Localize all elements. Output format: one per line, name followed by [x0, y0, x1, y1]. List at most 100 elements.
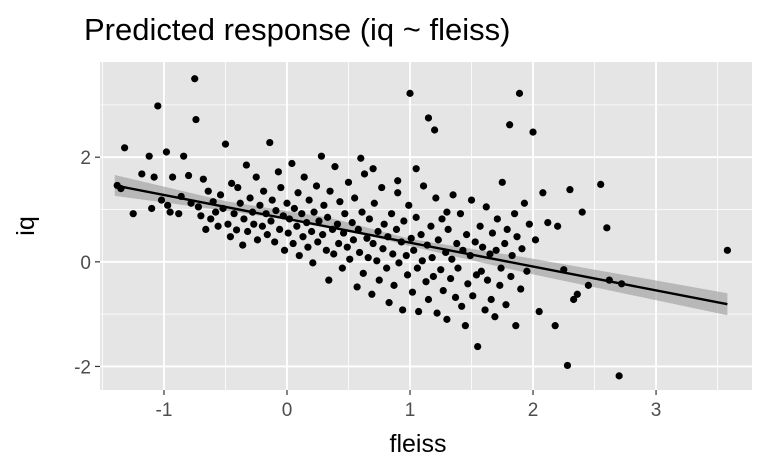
data-point — [403, 271, 412, 279]
data-point — [422, 278, 430, 286]
data-point — [496, 281, 504, 289]
data-point — [319, 231, 327, 239]
data-point — [502, 301, 510, 309]
data-point — [207, 215, 215, 223]
data-point — [349, 236, 358, 244]
y-tick-label: -2 — [74, 357, 91, 378]
data-point — [323, 213, 332, 221]
data-point — [503, 225, 511, 234]
data-point — [493, 215, 501, 223]
data-point — [258, 222, 266, 230]
data-point — [322, 246, 330, 254]
data-point — [387, 210, 396, 218]
data-point — [325, 276, 333, 284]
data-point — [357, 154, 365, 162]
data-point — [407, 234, 415, 242]
data-point — [166, 208, 174, 216]
data-point — [214, 222, 222, 230]
data-point — [317, 152, 326, 160]
data-point — [597, 180, 605, 189]
data-point — [239, 241, 247, 249]
data-point — [299, 233, 307, 241]
data-point — [429, 272, 437, 281]
data-point — [353, 283, 361, 291]
data-point — [551, 322, 559, 330]
data-point — [437, 266, 445, 274]
data-point — [276, 225, 284, 234]
data-point — [432, 194, 440, 202]
data-point — [294, 189, 302, 197]
data-point — [365, 215, 374, 223]
data-point — [314, 238, 322, 246]
data-point — [394, 189, 402, 197]
data-point — [573, 290, 581, 298]
data-point — [506, 121, 514, 129]
data-point — [364, 254, 372, 262]
data-point — [428, 254, 436, 262]
x-tick-label: 0 — [282, 400, 293, 421]
data-point — [615, 372, 623, 380]
data-point — [444, 225, 452, 234]
data-point — [566, 186, 574, 194]
data-point — [510, 210, 519, 218]
data-point — [482, 203, 490, 211]
data-point — [464, 280, 472, 288]
data-point — [501, 239, 509, 248]
data-point — [256, 201, 264, 209]
plot-panel — [100, 62, 752, 390]
data-point — [383, 264, 391, 272]
data-point — [246, 194, 254, 202]
data-point — [359, 269, 367, 277]
data-point — [419, 182, 428, 190]
data-point — [375, 276, 383, 284]
data-point — [369, 165, 377, 173]
data-point — [271, 238, 279, 246]
data-point — [228, 179, 236, 187]
data-point — [399, 306, 407, 314]
data-point — [341, 210, 349, 218]
major-gridlines — [100, 62, 752, 390]
data-point — [330, 250, 338, 258]
data-point — [520, 199, 529, 207]
data-point — [175, 210, 183, 218]
data-point — [498, 178, 506, 186]
data-point — [424, 295, 433, 304]
data-point — [488, 229, 497, 237]
data-point — [449, 191, 457, 199]
data-point — [406, 89, 414, 97]
data-point — [315, 217, 323, 225]
data-point — [351, 194, 359, 202]
data-point — [232, 226, 241, 234]
data-point — [487, 295, 495, 304]
data-point — [427, 222, 435, 230]
y-tick-label: 2 — [80, 148, 91, 169]
data-point — [451, 293, 460, 302]
data-point — [226, 233, 234, 241]
regression-line — [114, 184, 728, 306]
data-point — [454, 264, 462, 272]
data-point — [378, 183, 386, 192]
chart-title: Predicted response (iq ~ fleiss) — [84, 12, 510, 47]
data-point — [290, 204, 298, 213]
y-tick-label: 0 — [80, 253, 91, 274]
data-point — [523, 267, 531, 275]
data-point — [472, 271, 481, 279]
x-tick-label: 1 — [405, 400, 416, 421]
data-point — [483, 276, 492, 284]
data-point — [148, 204, 156, 213]
data-point — [476, 222, 484, 230]
data-point — [268, 196, 276, 204]
data-point — [563, 361, 572, 370]
data-point — [424, 114, 433, 122]
data-point — [431, 126, 439, 134]
regression-line-layer — [114, 184, 728, 306]
data-point — [129, 210, 137, 218]
data-point — [395, 259, 403, 267]
data-point — [453, 239, 461, 248]
data-point — [392, 225, 401, 234]
minor-gridlines — [100, 62, 752, 390]
data-point — [284, 229, 292, 237]
data-point — [513, 233, 521, 241]
data-point — [260, 187, 268, 195]
data-point — [578, 208, 586, 216]
